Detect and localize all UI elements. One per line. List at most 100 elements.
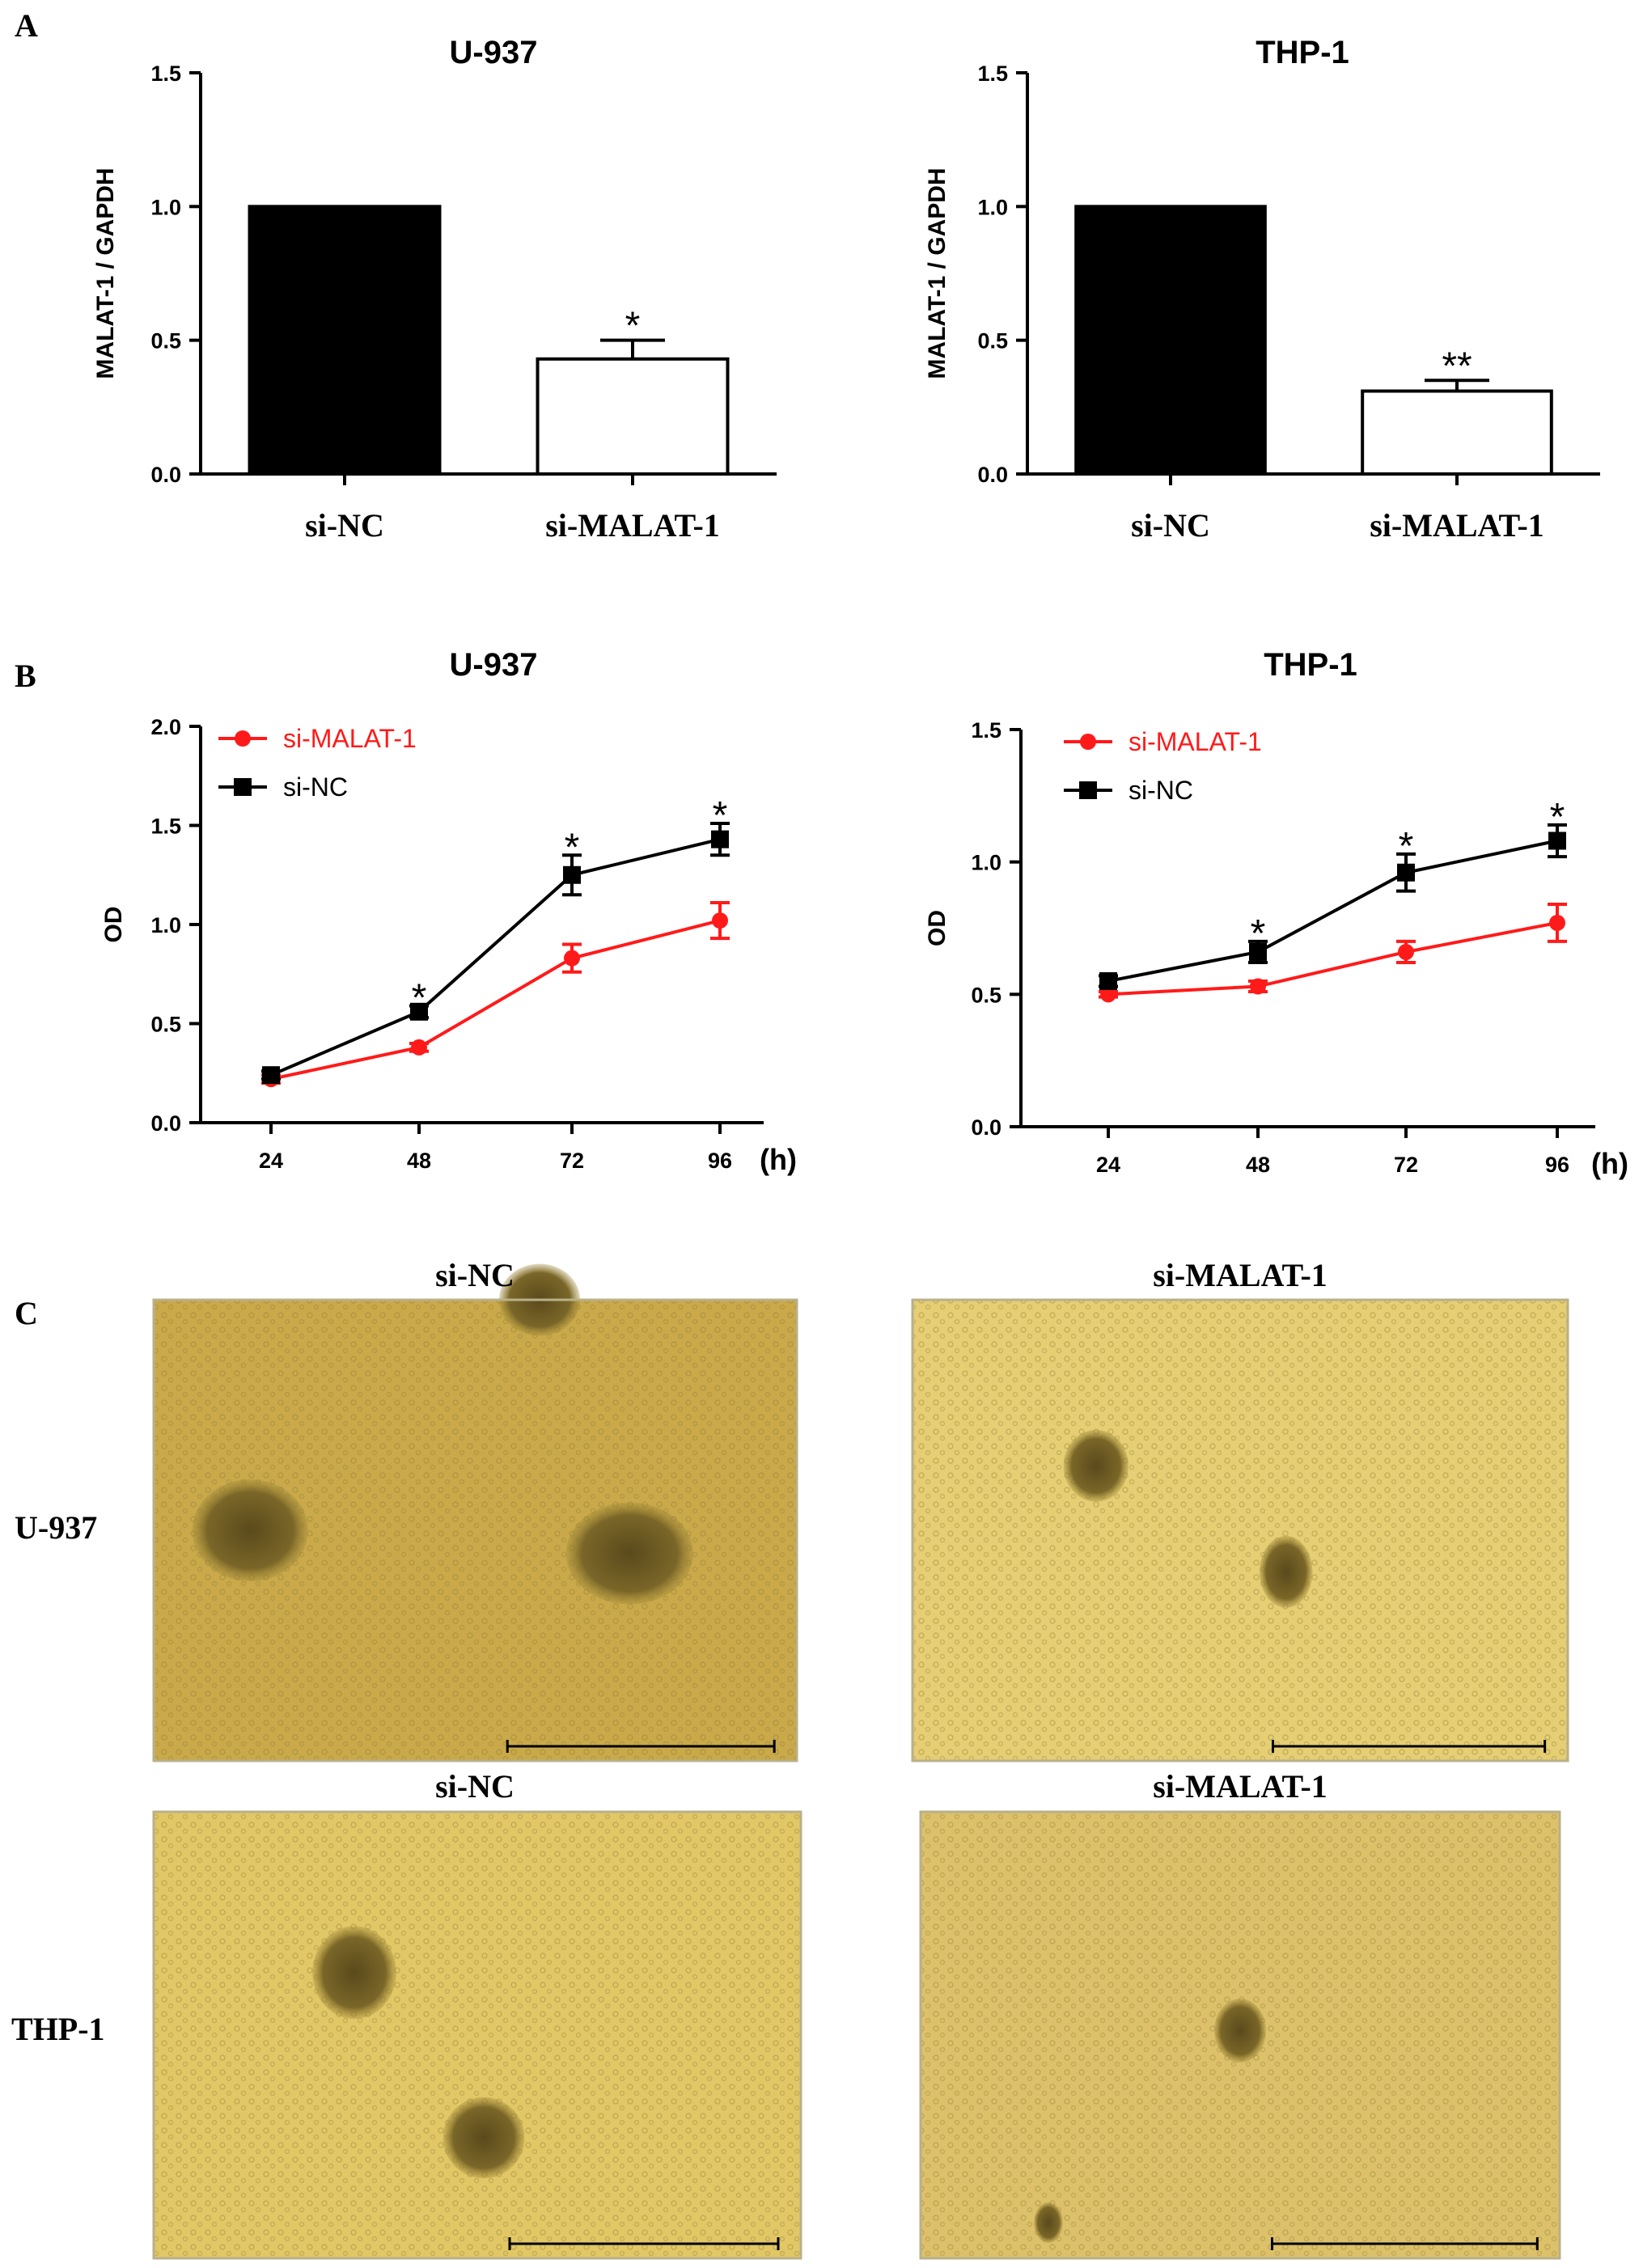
y-tick-label: 0.5 [150,329,181,353]
data-point [1398,943,1414,960]
significance-marker: * [1251,912,1266,955]
panel-label-a: A [15,7,38,44]
x-axis-unit: (h) [1591,1147,1628,1180]
x-tick-label: 48 [407,1149,431,1173]
cell-colony [565,1502,694,1605]
series-line [1107,920,1558,996]
micrograph-thp1-si-malat-1 [919,1810,1561,2260]
chart-title: THP-1 [1264,647,1357,683]
y-axis-label: MALAT-1 / GAPDH [924,167,951,379]
x-tick-label: 72 [1394,1153,1418,1177]
significance-marker: * [625,305,641,348]
cell-colony [312,1926,396,2020]
y-tick-label: 0.0 [971,1115,1001,1140]
micrograph-u937-si-nc [152,1263,798,1762]
micrograph-frame [152,1810,802,2260]
row-label: THP-1 [11,2011,105,2047]
panel-label-c: C [15,1295,38,1331]
y-tick-label: 1.5 [150,61,181,86]
series-line [270,919,721,1081]
data-point [1549,914,1565,931]
bar [1361,389,1553,476]
column-label: si-NC [435,1257,514,1293]
legend-marker [235,730,251,747]
significance-marker: * [565,826,580,869]
data-point [712,912,728,929]
legend-entry: si-MALAT-1 [1129,727,1262,756]
line-chart-2: THP-1 OD 0.0 0.5 1.0 1.5 24 48 72 96 (h) si-MALAT-1… [924,647,1628,1180]
y-tick-label: 1.0 [150,195,181,219]
cell-colony [1259,1535,1313,1608]
y-tick-label: 1.5 [150,815,181,839]
significance-marker: * [412,976,427,1019]
series-line [270,837,721,1077]
data-point [410,1002,428,1021]
x-axis-unit: (h) [760,1143,797,1176]
micrograph-u937-si-malat-1 [911,1298,1569,1762]
x-tick-label: si-MALAT-1 [1370,507,1544,544]
chart-title: U-937 [450,647,538,683]
bar [248,205,442,476]
x-tick-label: si-NC [305,507,384,544]
row-label: U-937 [15,1509,97,1546]
legend-entry: si-NC [1129,776,1193,805]
y-tick-label: 1.0 [971,851,1001,875]
cell-colony [1034,2202,1063,2243]
data-point [711,830,729,848]
legend-entry: si-NC [283,772,348,802]
bar-chart-1: U-937 MALAT-1 / GAPDH 0.0 0.5 1.0 1.5 si-NC si-… [92,35,777,544]
significance-marker: ** [1442,345,1472,387]
y-tick-label: 1.0 [150,913,181,937]
x-tick-label: 96 [708,1149,732,1173]
y-tick-label: 1.5 [971,718,1001,743]
panel-label-b: B [15,658,36,694]
x-tick-label: 24 [1096,1153,1120,1177]
micrograph-frame [919,1810,1561,2260]
x-tick-label: 96 [1545,1153,1569,1177]
micrograph-thp1-si-nc [152,1810,802,2260]
chart-title: THP-1 [1256,35,1349,70]
cell-colony [1063,1429,1129,1502]
y-tick-label: 2.0 [150,715,181,739]
micrograph-frame [152,1298,798,1762]
legend-marker [1080,734,1096,750]
legend-marker [234,778,252,796]
line-chart-1: U-937 OD 0.0 0.5 1.0 1.5 2.0 24 48 72 96 (h) si-MALA… [100,647,797,1176]
data-point [1100,986,1116,1003]
y-axis-label: OD [924,910,951,946]
data-point [1099,971,1117,990]
cell-colony [192,1479,308,1581]
y-tick-label: 0.5 [977,329,1008,353]
bar [1074,205,1267,476]
x-tick-label: si-MALAT-1 [545,507,720,544]
column-label: si-MALAT-1 [1153,1768,1328,1805]
y-tick-label: 0.5 [150,1013,181,1037]
y-tick-label: 1.0 [977,195,1008,219]
micrograph-texture [913,1300,1568,1761]
micrograph-frame [911,1298,1569,1762]
y-tick-label: 1.5 [977,61,1008,86]
cell-colony [443,2097,525,2179]
data-point [411,1039,427,1056]
legend-marker [1079,781,1097,799]
y-axis-label: OD [100,907,127,943]
column-label: si-NC [435,1768,514,1805]
bar-chart-2: THP-1 MALAT-1 / GAPDH 0.0 0.5 1.0 1.5 si-NC si-… [924,35,1600,544]
x-tick-label: 72 [560,1149,584,1173]
micrograph-texture [154,1812,801,2258]
series-line [1107,839,1558,983]
x-tick-label: 48 [1246,1153,1270,1177]
significance-marker: * [713,794,728,837]
significance-marker: * [1399,825,1414,868]
significance-marker: * [1550,796,1565,839]
data-point [1548,831,1566,850]
data-point [1249,942,1267,961]
x-tick-label: 24 [259,1149,283,1173]
data-point [1397,863,1415,882]
data-point [563,865,581,884]
y-tick-label: 0.0 [150,463,181,487]
data-point [262,1066,280,1085]
data-point [564,950,580,967]
x-tick-label: si-NC [1131,507,1210,544]
